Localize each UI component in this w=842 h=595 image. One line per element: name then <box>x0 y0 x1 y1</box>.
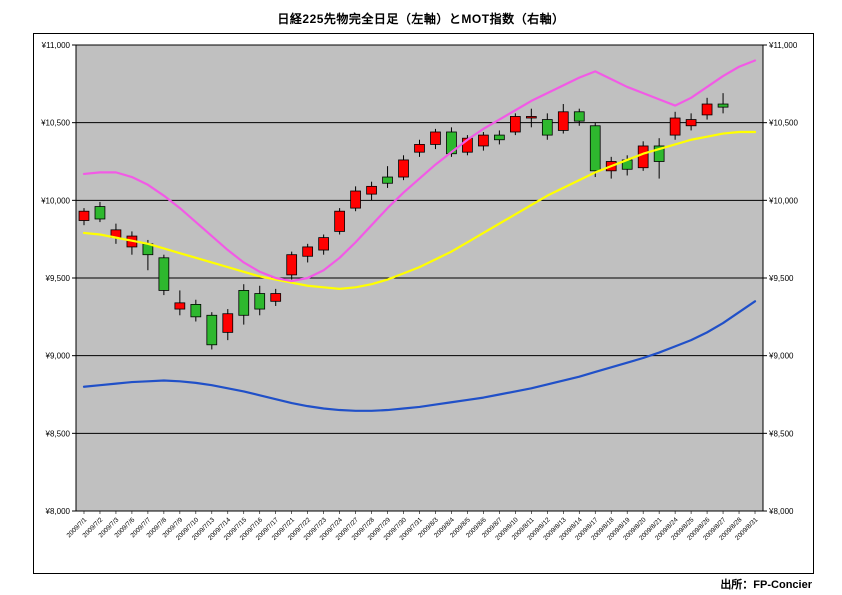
svg-text:¥9,500: ¥9,500 <box>768 274 794 283</box>
candlestick-chart: ¥8,000 ¥8,000 ¥8,500 ¥8,500 ¥9,000 ¥9,000 ¥9,5… <box>40 41 798 542</box>
chart-title: 日経225先物完全日足（左軸）とMOT指数（右軸） <box>277 12 565 26</box>
chart-frame: ¥8,000 ¥8,000 ¥8,500 ¥8,500 ¥9,000 ¥9,000 ¥9,5… <box>33 33 814 574</box>
source-label: 出所：FP-Concier <box>720 579 812 591</box>
svg-text:¥8,500: ¥8,500 <box>45 429 71 438</box>
svg-text:¥10,000: ¥10,000 <box>768 196 798 205</box>
svg-text:¥11,000: ¥11,000 <box>768 41 798 50</box>
svg-text:¥8,000: ¥8,000 <box>768 507 794 516</box>
svg-text:¥11,000: ¥11,000 <box>41 41 71 50</box>
svg-text:¥10,500: ¥10,500 <box>768 119 798 128</box>
svg-text:¥9,000: ¥9,000 <box>768 352 794 361</box>
svg-text:¥9,500: ¥9,500 <box>45 274 71 283</box>
svg-text:¥10,000: ¥10,000 <box>40 196 70 205</box>
svg-text:¥8,000: ¥8,000 <box>45 507 71 516</box>
svg-text:¥9,000: ¥9,000 <box>45 352 71 361</box>
svg-text:¥8,500: ¥8,500 <box>768 429 794 438</box>
svg-text:¥10,500: ¥10,500 <box>40 119 70 128</box>
